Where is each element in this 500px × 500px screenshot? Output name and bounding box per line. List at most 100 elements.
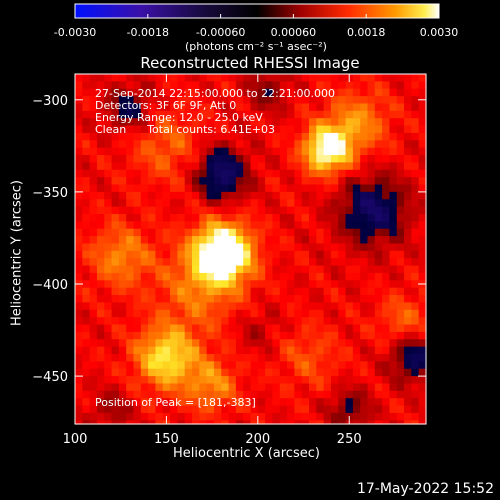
heatmap-cell: [309, 125, 317, 134]
colorbar-tick-label: 0.0030: [420, 26, 459, 39]
heatmap-cell: [272, 147, 281, 156]
heatmap-cell: [140, 361, 149, 370]
heatmap-cell: [199, 132, 208, 141]
heatmap-cell: [367, 361, 376, 370]
heatmap-cell: [272, 317, 281, 326]
heatmap-cell: [418, 420, 427, 425]
heatmap-cell: [404, 221, 412, 230]
heatmap-cell: [309, 103, 317, 112]
heatmap-cell: [338, 302, 347, 311]
heatmap-cell: [338, 206, 347, 215]
heatmap-cell: [389, 272, 398, 281]
heatmap-cell: [396, 214, 405, 222]
heatmap-cell: [235, 346, 244, 355]
heatmap-cell: [75, 228, 83, 237]
heatmap-cell: [235, 214, 244, 222]
heatmap-cell: [352, 295, 361, 304]
heatmap-cell: [177, 162, 186, 171]
heatmap-cell: [162, 272, 171, 281]
heatmap-cell: [118, 147, 127, 156]
heatmap-cell: [279, 376, 288, 385]
heatmap-cell: [184, 287, 193, 296]
heatmap-cell: [323, 74, 332, 82]
heatmap-cell: [235, 265, 244, 274]
heatmap-cell: [104, 309, 113, 318]
heatmap-cell: [243, 214, 252, 222]
heatmap-cell: [294, 412, 303, 421]
heatmap-cell: [206, 236, 215, 245]
heatmap-cell: [374, 74, 383, 82]
heatmap-cell: [155, 346, 164, 355]
heatmap-cell: [228, 331, 237, 340]
heatmap-cell: [250, 221, 259, 230]
heatmap-cell: [243, 184, 252, 193]
heatmap-cell: [104, 184, 113, 193]
heatmap-cell: [82, 250, 91, 259]
heatmap-cell: [272, 250, 281, 259]
heatmap-cell: [287, 214, 295, 222]
heatmap-cell: [235, 376, 244, 385]
heatmap-cell: [367, 236, 376, 245]
heatmap-cell: [374, 228, 383, 237]
heatmap-cell: [265, 169, 274, 178]
heatmap-cell: [111, 125, 120, 134]
heatmap-cell: [418, 228, 427, 237]
heatmap-cell: [126, 243, 135, 252]
heatmap-cell: [199, 361, 208, 370]
heatmap-cell: [287, 96, 295, 105]
heatmap-cell: [170, 346, 178, 355]
heatmap-cell: [221, 110, 230, 119]
heatmap-cell: [345, 287, 354, 296]
heatmap-cell: [89, 420, 98, 425]
heatmap-cell: [367, 302, 376, 311]
heatmap-cell: [162, 309, 171, 318]
heatmap-cell: [352, 110, 361, 119]
heatmap-cell: [213, 420, 222, 425]
heatmap-cell: [75, 206, 83, 215]
heatmap-cell: [301, 140, 310, 149]
heatmap-cell: [206, 368, 215, 377]
heatmap-cell: [323, 169, 332, 178]
heatmap-cell: [257, 206, 266, 215]
heatmap-cell: [250, 309, 259, 318]
heatmap-cell: [272, 162, 281, 171]
heatmap-cell: [155, 74, 164, 82]
heatmap-cell: [75, 258, 83, 267]
heatmap-cell: [265, 228, 274, 237]
heatmap-cell: [177, 96, 186, 105]
heatmap-cell: [257, 346, 266, 355]
heatmap-cell: [396, 287, 405, 296]
heatmap-cell: [360, 162, 369, 171]
heatmap-cell: [228, 420, 237, 425]
heatmap-cell: [118, 272, 127, 281]
heatmap-cell: [389, 412, 398, 421]
heatmap-cell: [75, 398, 83, 407]
heatmap-cell: [170, 390, 178, 399]
heatmap-cell: [89, 250, 98, 259]
heatmap-cell: [360, 295, 369, 304]
heatmap-cell: [323, 412, 332, 421]
heatmap-cell: [177, 214, 186, 222]
heatmap-cell: [411, 368, 420, 377]
heatmap-cell: [89, 162, 98, 171]
heatmap-cell: [272, 191, 281, 200]
heatmap-cell: [352, 368, 361, 377]
heatmap-cell: [213, 243, 222, 252]
heatmap-cell: [170, 258, 178, 267]
heatmap-cell: [221, 199, 230, 208]
heatmap-cell: [96, 184, 105, 193]
heatmap-cell: [126, 206, 135, 215]
heatmap-cell: [126, 191, 135, 200]
heatmap-cell: [257, 184, 266, 193]
heatmap-cell: [199, 162, 208, 171]
heatmap-cell: [345, 228, 354, 237]
heatmap-cell: [89, 295, 98, 304]
heatmap-cell: [126, 272, 135, 281]
heatmap-cell: [352, 118, 361, 127]
heatmap-cell: [89, 368, 98, 377]
heatmap-cell: [111, 346, 120, 355]
heatmap-cell: [221, 405, 230, 414]
heatmap-cell: [111, 354, 120, 362]
heatmap-cell: [345, 250, 354, 259]
heatmap-cell: [111, 302, 120, 311]
